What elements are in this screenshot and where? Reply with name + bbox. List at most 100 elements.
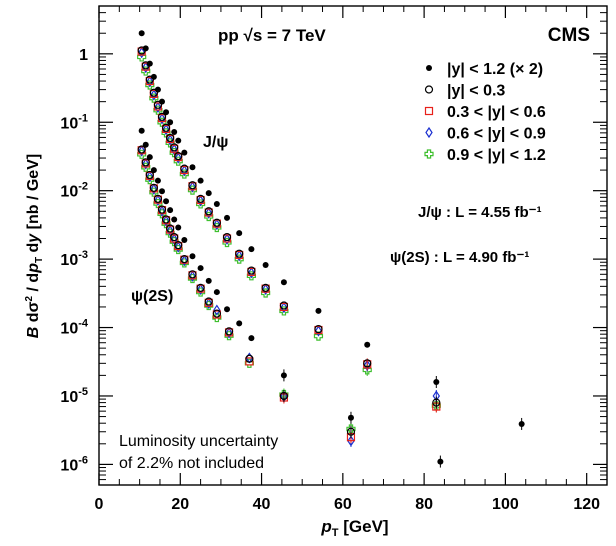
data-point <box>189 164 196 171</box>
data-point <box>205 207 213 219</box>
series-open-square <box>137 47 441 444</box>
data-point <box>154 101 162 113</box>
data-point <box>223 233 231 245</box>
data-point <box>181 149 188 156</box>
data-point <box>180 255 189 264</box>
data-point <box>157 205 167 214</box>
data-point <box>213 304 221 316</box>
data-point <box>347 414 354 421</box>
legend-label: |y| < 1.2 (× 2) <box>447 61 543 78</box>
y-tick-label: 10-4 <box>60 318 88 338</box>
data-point <box>158 205 166 217</box>
y-tick-label: 10-3 <box>60 249 88 269</box>
note-line-1: Luminosity uncertainty <box>119 433 278 450</box>
data-point <box>280 372 287 379</box>
x-tick-label: 100 <box>492 496 519 513</box>
data-point <box>137 47 146 59</box>
data-point <box>225 327 233 339</box>
data-point <box>235 249 244 258</box>
data-point <box>166 133 175 143</box>
data-point <box>180 255 189 267</box>
series-filled-circle <box>138 30 525 468</box>
data-point <box>153 194 163 203</box>
data-point <box>149 183 158 192</box>
data-point <box>146 154 153 161</box>
data-point <box>158 188 165 195</box>
data-point <box>222 232 232 242</box>
x-tick-label: 0 <box>95 496 104 513</box>
data-point <box>153 100 163 109</box>
data-point <box>314 324 323 334</box>
x-tick-label: 60 <box>334 496 352 513</box>
data-point <box>158 98 165 105</box>
data-point <box>146 60 153 67</box>
x-tick-label: 40 <box>253 496 271 513</box>
data-point <box>433 379 440 386</box>
legend-label: 0.3 < |y| < 0.6 <box>447 104 546 121</box>
data-point <box>196 283 205 296</box>
data-point <box>167 119 174 126</box>
data-point <box>247 266 256 275</box>
data-point <box>141 158 150 167</box>
data-point <box>142 45 149 52</box>
data-point <box>142 61 150 74</box>
jpsi-curve-label: J/ψ <box>203 134 228 151</box>
data-point <box>196 194 205 203</box>
series-open-diamond <box>137 47 441 447</box>
data-point <box>347 435 355 447</box>
legend-label: 0.9 < |y| < 1.2 <box>447 147 546 164</box>
data-point <box>138 127 145 134</box>
data-point <box>188 181 197 193</box>
legend: |y| < 1.2 (× 2) |y| < 0.3 0.3 < |y| < 0.6 0… <box>424 61 546 164</box>
data-point <box>188 181 197 190</box>
x-tick-label: 80 <box>415 496 433 513</box>
data-point <box>180 164 189 173</box>
data-point <box>196 283 205 292</box>
data-point <box>175 224 182 231</box>
data-point <box>161 123 171 132</box>
data-point <box>313 331 324 341</box>
data-point <box>280 302 288 314</box>
data-point <box>204 297 213 306</box>
data-point <box>171 129 178 136</box>
data-point <box>150 183 158 195</box>
data-point <box>432 398 441 407</box>
data-point <box>170 143 179 152</box>
data-point <box>261 283 270 292</box>
data-point <box>518 420 525 427</box>
y-tick-label: 10-5 <box>60 386 88 406</box>
data-point <box>248 335 255 342</box>
data-point <box>213 200 220 207</box>
y-tick-label: 10-2 <box>60 181 88 201</box>
data-point <box>213 289 220 296</box>
data-point <box>205 277 212 284</box>
data-point <box>245 357 254 366</box>
data-point <box>315 307 322 314</box>
data-point <box>154 177 161 184</box>
data-point <box>188 270 197 279</box>
psi2s-curve-label: ψ(2S) <box>131 288 173 305</box>
data-point <box>262 262 269 269</box>
data-point <box>149 88 158 97</box>
data-point <box>170 232 179 242</box>
data-point <box>142 141 149 148</box>
data-point <box>235 250 243 262</box>
data-point <box>158 113 166 125</box>
data-point <box>175 137 182 144</box>
data-point <box>174 152 183 161</box>
data-point <box>174 241 183 250</box>
y-tick-label: 1 <box>79 47 88 64</box>
energy-label: pp √s = 7 TeV <box>218 26 326 45</box>
legend-label: 0.6 < |y| < 0.9 <box>447 126 546 143</box>
x-tick-label: 20 <box>171 496 189 513</box>
data-point <box>236 320 243 327</box>
data-point <box>364 341 371 348</box>
data-point <box>150 73 157 80</box>
data-point <box>163 109 170 116</box>
plot-frame <box>98 5 608 486</box>
y-axis-label: B dσ2 / dpT dy [nb / GeV] <box>24 154 45 338</box>
data-point <box>162 124 170 136</box>
data-point <box>205 297 213 310</box>
data-point <box>212 309 221 318</box>
x-axis-label: pT [GeV] <box>320 517 388 539</box>
